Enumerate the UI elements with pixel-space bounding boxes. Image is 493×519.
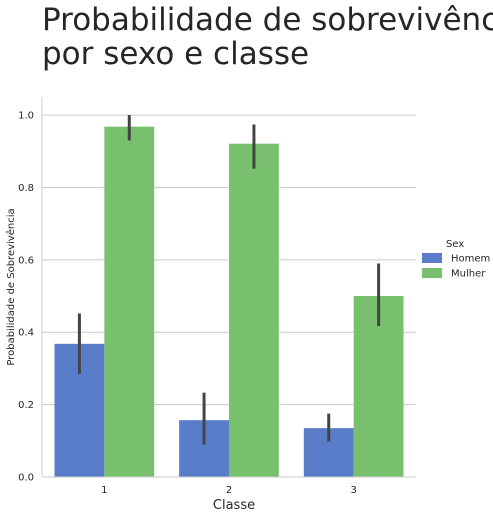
x-tick-labels: 1 2 3: [101, 485, 357, 496]
axes: [41, 97, 416, 478]
x-tick-label: 2: [226, 485, 232, 496]
y-tick-label: 0.6: [18, 255, 34, 266]
bars: [54, 126, 404, 477]
legend-swatch-homem: [422, 253, 442, 263]
legend: Sex Homem Mulher: [422, 239, 490, 280]
y-axis-label: Probabilidade de Sobrevivência: [5, 208, 17, 365]
bar-mulher-2: [229, 143, 279, 477]
y-tick-label: 0.2: [18, 400, 34, 411]
y-tick-labels: 0.0 0.2 0.4 0.6 0.8 1.0: [18, 111, 34, 484]
x-tick-label: 3: [350, 485, 356, 496]
legend-label-homem: Homem: [451, 254, 490, 265]
y-tick-label: 1.0: [18, 111, 34, 122]
y-tick-label: 0.0: [18, 473, 34, 484]
y-tick-label: 0.8: [18, 183, 34, 194]
chart-title-line-2: por sexo e classe: [42, 36, 309, 72]
legend-swatch-mulher: [422, 268, 442, 278]
error-bars: [77, 115, 381, 445]
bar-mulher-1: [104, 126, 155, 477]
chart-title-line-1: Probabilidade de sobrevivência: [42, 2, 493, 38]
x-axis-label: Classe: [213, 498, 255, 513]
x-tick-label: 1: [101, 485, 107, 496]
y-tick-label: 0.4: [18, 328, 34, 339]
bar-mulher-3: [353, 296, 404, 477]
legend-title: Sex: [446, 239, 464, 250]
legend-label-mulher: Mulher: [451, 269, 486, 280]
